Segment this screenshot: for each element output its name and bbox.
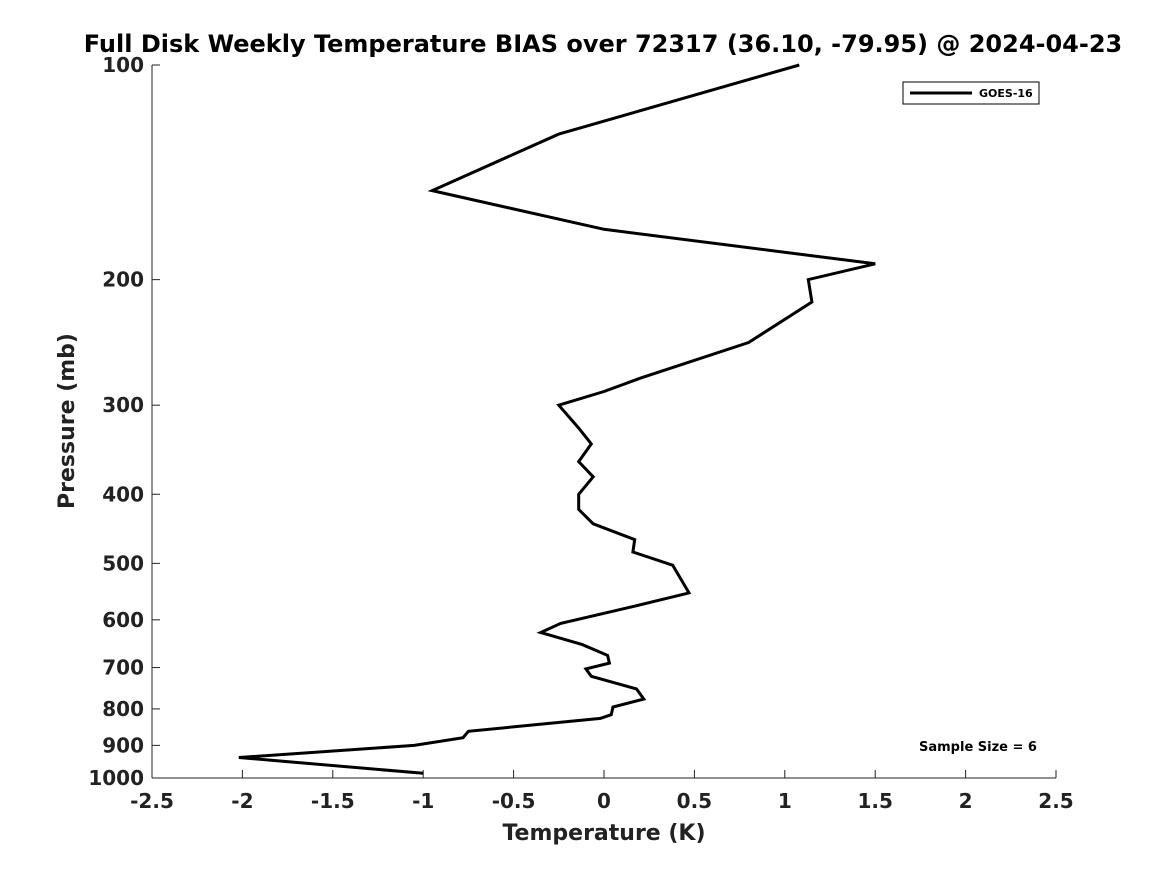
x-tick-label: -1.5 — [311, 789, 355, 813]
y-tick-label: 900 — [102, 733, 144, 757]
x-tick-label: 2.5 — [1038, 789, 1073, 813]
y-tick-label: 400 — [102, 482, 144, 506]
y-tick-label: 800 — [102, 697, 144, 721]
series-layer — [238, 63, 876, 775]
y-tick-label: 100 — [102, 53, 144, 77]
x-tick-label: 1 — [778, 789, 792, 813]
y-tick-label: 1000 — [88, 766, 144, 790]
chart-title: Full Disk Weekly Temperature BIAS over 7… — [84, 30, 1123, 58]
legend: GOES-16 — [902, 81, 1040, 105]
x-tick-label: 2 — [959, 789, 973, 813]
y-axis-label: Pressure (mb) — [55, 333, 80, 509]
x-tick-label: -0.5 — [492, 789, 536, 813]
sample-size-annotation: Sample Size = 6 — [919, 740, 1037, 755]
x-tick-label: -2.5 — [130, 789, 174, 813]
x-tick-label: 0.5 — [677, 789, 712, 813]
y-axis-ticks: 100 200 300 400 500 600 700 800 900 1000 — [88, 53, 160, 790]
y-tick-label: 200 — [102, 268, 144, 292]
x-tick-label: 1.5 — [857, 789, 892, 813]
x-tick-label: -1 — [412, 789, 434, 813]
x-axis-ticks: -2.5 -2 -1.5 -1 -0.5 0 0.5 1 1.5 2 2.5 — [130, 770, 1074, 813]
legend-label-goes-16: GOES-16 — [979, 87, 1033, 100]
series-line-goes-16 — [238, 63, 876, 775]
x-axis-label: Temperature (K) — [502, 821, 705, 846]
y-tick-label: 500 — [102, 551, 144, 575]
x-tick-label: 0 — [597, 789, 611, 813]
y-tick-label: 600 — [102, 608, 144, 632]
x-tick-label: -2 — [231, 789, 253, 813]
y-tick-label: 300 — [102, 393, 144, 417]
y-tick-label: 700 — [102, 656, 144, 680]
